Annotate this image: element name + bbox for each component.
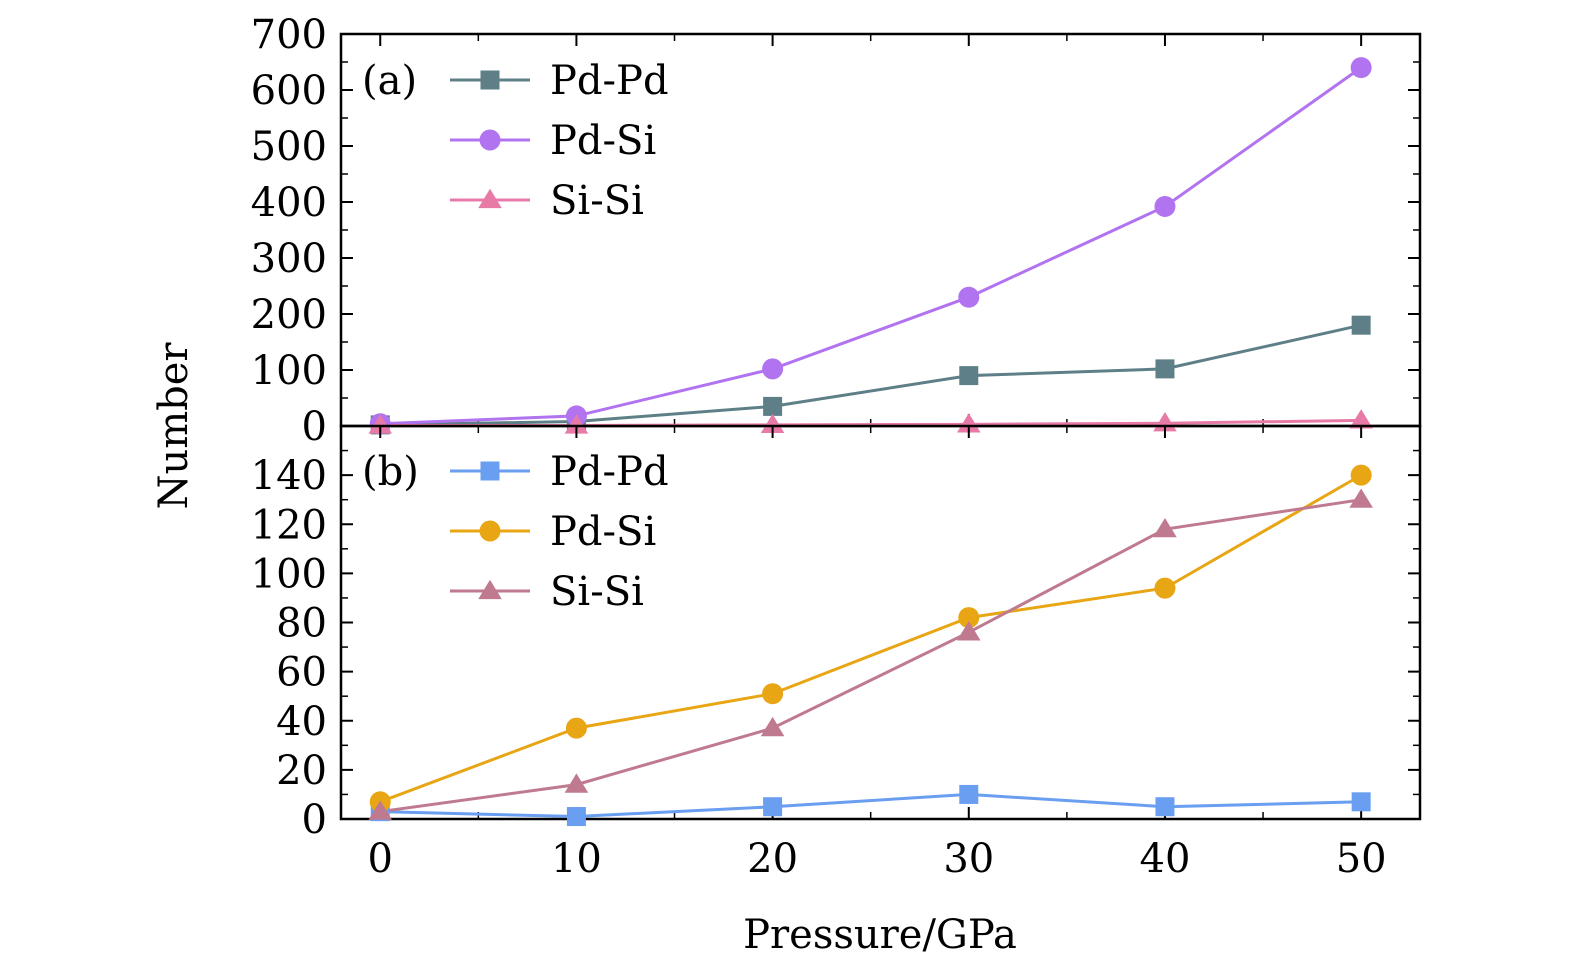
y-tick-label-b: 80 — [276, 601, 327, 647]
data-point-a-si-si — [957, 413, 981, 433]
y-tick-label-b: 120 — [251, 502, 327, 548]
data-point-a-pd-si — [1350, 57, 1372, 79]
series-line-b-pd-pd — [380, 792, 1362, 819]
y-tick-label-a: 0 — [302, 404, 327, 450]
x-tick-label: 10 — [551, 836, 602, 882]
y-tick-label-b: 0 — [302, 797, 327, 843]
data-point-a-si-si — [1349, 409, 1373, 429]
legend-marker-a — [479, 129, 501, 151]
data-point-b-si-si — [1153, 517, 1177, 538]
data-point-a-pd-pd — [959, 366, 979, 386]
data-point-b-pd-si — [958, 607, 980, 629]
legend-marker-a — [478, 188, 502, 209]
y-tick-label-a: 100 — [251, 348, 327, 394]
panel-label-b: (b) — [362, 449, 419, 495]
data-point-a-pd-si — [762, 358, 784, 380]
data-point-a-si-si — [760, 413, 785, 434]
data-point-b-si-si — [564, 773, 589, 793]
data-point-a-pd-si — [958, 286, 980, 308]
data-point-b-pd-pd — [763, 797, 783, 817]
data-point-b-pd-pd — [959, 784, 979, 804]
data-point-a-pd-pd — [763, 396, 783, 416]
legend-label-a: Pd-Si — [550, 118, 656, 164]
x-axis-ticks: 0 10 20 30 40 50 — [368, 836, 1387, 882]
x-tick-label: 20 — [747, 836, 798, 882]
y-tick-label-a: 500 — [251, 124, 327, 170]
data-point-b-si-si — [957, 621, 981, 641]
x-tick-label: 0 — [368, 836, 393, 882]
y-tick-label-b: 20 — [276, 748, 327, 794]
plot-frame-a — [339, 32, 1422, 428]
legend-label-a: Si-Si — [550, 178, 644, 224]
legend-marker-b — [479, 520, 501, 542]
data-point-b-si-si — [760, 716, 785, 737]
data-point-b-pd-pd — [1155, 797, 1175, 817]
data-point-b-pd-si — [762, 683, 784, 705]
panel-label-a: (a) — [362, 58, 417, 104]
data-point-a-si-si — [368, 414, 393, 434]
data-point-b-pd-pd — [1351, 792, 1371, 812]
legend-marker-b — [480, 461, 500, 481]
y-tick-label-b: 100 — [251, 551, 327, 597]
y-tick-label-a: 300 — [251, 236, 327, 282]
data-point-b-si-si — [1349, 488, 1373, 508]
legend-label-b: Si-Si — [550, 569, 644, 615]
data-point-b-pd-si — [1350, 464, 1372, 486]
y-tick-label-a: 700 — [251, 12, 327, 58]
plot-frame-b — [339, 424, 1422, 821]
data-point-a-pd-si — [1154, 195, 1176, 217]
y-tick-label-a: 400 — [251, 180, 327, 226]
y-tick-label-b: 40 — [276, 699, 327, 745]
y-tick-label-a: 200 — [251, 292, 327, 338]
y-tick-label-b: 60 — [276, 650, 327, 696]
x-tick-label: 40 — [1140, 836, 1191, 882]
y-axis-label: Number — [151, 342, 197, 510]
data-point-b-si-si — [368, 800, 393, 820]
data-point-b-pd-pd — [566, 807, 586, 827]
legend-label-b: Pd-Si — [550, 509, 656, 555]
panel-a: 0 100 200 300 400 500 600 700 (a) Pd-Pd Pd-Si Si-Si — [251, 12, 1422, 450]
data-point-a-pd-pd — [1155, 359, 1175, 379]
data-point-b-pd-si — [1154, 577, 1176, 599]
data-point-a-si-si — [564, 414, 589, 434]
series-line-a-pd-si — [380, 66, 1363, 426]
series-line-a-pd-pd — [380, 323, 1362, 427]
legend-marker-b — [478, 579, 502, 600]
data-point-b-pd-si — [565, 717, 587, 739]
legend-label-b: Pd-Pd — [550, 449, 669, 495]
y-tick-label-b: 140 — [251, 453, 327, 499]
x-tick-label: 30 — [943, 836, 994, 882]
legend-label-a: Pd-Pd — [550, 58, 669, 104]
series-line-b-si-si — [380, 498, 1362, 814]
y-tick-label-a: 600 — [251, 68, 327, 114]
data-point-a-pd-pd — [1351, 315, 1371, 335]
x-tick-label: 50 — [1336, 836, 1387, 882]
series-line-b-pd-si — [379, 473, 1362, 804]
x-axis-label: Pressure/GPa — [743, 912, 1017, 958]
legend-marker-a — [480, 70, 500, 90]
